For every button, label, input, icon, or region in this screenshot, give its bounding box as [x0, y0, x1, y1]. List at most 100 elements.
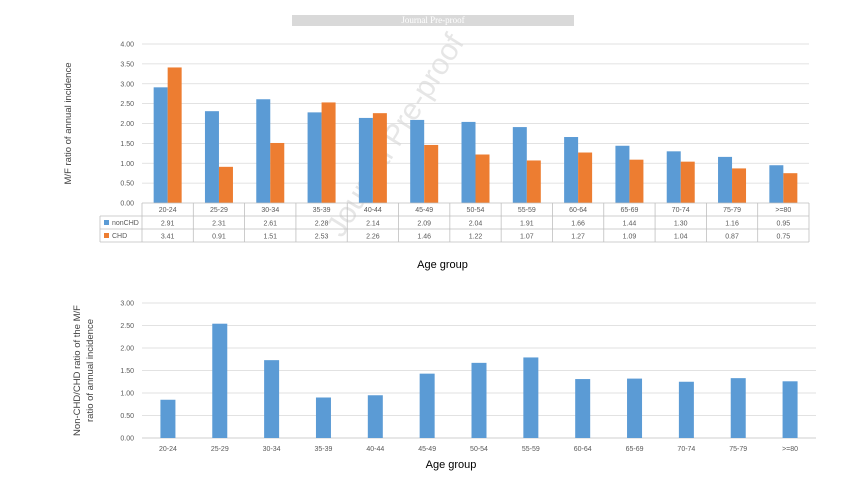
chart2-xlabel: Age group: [426, 459, 477, 471]
chart1-ylabel: M/F ratio of annual incidence: [63, 63, 74, 185]
chart1-category-label: 40-44: [364, 207, 382, 214]
legend-label-CHD: CHD: [112, 233, 127, 240]
chart2-category-label: >=80: [782, 446, 798, 453]
chart1-bar-CHD: [680, 161, 695, 203]
chart2-bar: [782, 381, 798, 438]
chart1-ytick-label: 2.50: [120, 101, 134, 108]
table-cell-nonCHD: 1.44: [623, 221, 637, 228]
legend-label-nonCHD: nonCHD: [112, 220, 139, 227]
chart1-bar-nonCHD: [769, 165, 784, 203]
chart2-category-label: 55-59: [522, 446, 540, 453]
table-cell-CHD: 1.09: [623, 234, 637, 241]
chart1-ytick-label: 1.50: [120, 141, 134, 148]
chart1-category-label: 70-74: [672, 207, 690, 214]
table-cell-nonCHD: 1.30: [674, 221, 688, 228]
chart2-bar: [730, 378, 746, 438]
chart2-category-label: 50-54: [470, 446, 488, 453]
chart1-bar-CHD: [167, 67, 182, 203]
chart1-ytick-label: 3.50: [120, 61, 134, 68]
chart2-ytick-label: 2.00: [120, 346, 134, 353]
chart1-bar-nonCHD: [307, 112, 322, 203]
chart1-ytick-label: 0.50: [120, 181, 134, 188]
chart1-bar-CHD: [321, 102, 336, 203]
chart1-bar-CHD: [270, 142, 285, 203]
chart2-ytick-label: 0.00: [120, 436, 134, 443]
table-cell-nonCHD: 2.09: [417, 221, 431, 228]
table-cell-CHD: 0.75: [777, 234, 791, 241]
chart1-bar-nonCHD: [204, 111, 219, 203]
chart1-category-label: 65-69: [620, 207, 638, 214]
chart2-bar: [419, 373, 435, 438]
chart2-category-label: 40-44: [366, 446, 384, 453]
journal-banner: Journal Pre-proof: [292, 15, 574, 26]
chart1-category-label: 35-39: [313, 207, 331, 214]
chart1-bar-nonCHD: [564, 137, 579, 203]
table-cell-CHD: 1.51: [263, 234, 277, 241]
table-cell-CHD: 3.41: [161, 234, 175, 241]
legend-swatch-nonCHD: [104, 220, 109, 225]
chart2-bar: [575, 379, 591, 438]
chart2-bar: [523, 357, 539, 438]
table-cell-CHD: 0.91: [212, 234, 226, 241]
table-cell-nonCHD: 1.66: [571, 221, 585, 228]
chart1-ytick-label: 4.00: [120, 42, 134, 49]
chart1-category-label: 50-54: [467, 207, 485, 214]
table-cell-nonCHD: 1.16: [725, 221, 739, 228]
table-cell-nonCHD: 1.91: [520, 221, 534, 228]
chart1-ytick-label: 3.00: [120, 81, 134, 88]
chart2-category-label: 60-64: [574, 446, 592, 453]
chart1-category-label: 20-24: [159, 207, 177, 214]
chart1-bar-CHD: [372, 113, 387, 203]
chart2-category-label: 20-24: [159, 446, 177, 453]
chart1-bar-nonCHD: [256, 99, 271, 203]
chart2-ytick-label: 1.00: [120, 391, 134, 398]
chart2-category-label: 25-29: [211, 446, 229, 453]
chart2-category-label: 65-69: [626, 446, 644, 453]
table-cell-nonCHD: 2.91: [161, 221, 175, 228]
chart2-ytick-label: 3.00: [120, 301, 134, 308]
chart1-category-label: 30-34: [261, 207, 279, 214]
table-cell-nonCHD: 2.04: [469, 221, 483, 228]
chart1-ytick-label: 2.00: [120, 121, 134, 128]
table-cell-nonCHD: 2.14: [366, 221, 380, 228]
chart1-category-label: 60-64: [569, 207, 587, 214]
table-cell-CHD: 0.87: [725, 234, 739, 241]
chart1-bar-CHD: [578, 152, 593, 203]
chart2-bar: [315, 397, 331, 438]
chart1-bar-CHD: [732, 168, 747, 203]
chart1-category-label: >=80: [775, 207, 791, 214]
table-cell-nonCHD: 0.95: [777, 221, 791, 228]
table-cell-nonCHD: 2.31: [212, 221, 226, 228]
chart1-category-label: 45-49: [415, 207, 433, 214]
chart1-bar-nonCHD: [718, 156, 733, 203]
chart1-ytick-label: 1.00: [120, 161, 134, 168]
chart2-category-label: 75-79: [729, 446, 747, 453]
table-cell-CHD: 1.46: [417, 234, 431, 241]
chart2-category-label: 70-74: [677, 446, 695, 453]
table-cell-CHD: 1.07: [520, 234, 534, 241]
legend-swatch-CHD: [104, 233, 109, 238]
table-cell-CHD: 1.04: [674, 234, 688, 241]
chart2-ytick-label: 1.50: [120, 368, 134, 375]
chart1-bar-nonCHD: [358, 117, 373, 203]
chart1-category-label: 75-79: [723, 207, 741, 214]
chart2-ylabel-line2: ratio of annual incidence: [85, 319, 96, 422]
chart2-bar: [160, 399, 176, 438]
chart1-bar-nonCHD: [615, 145, 630, 203]
chart1-bar-nonCHD: [666, 151, 681, 203]
chart1-xlabel: Age group: [417, 259, 468, 271]
chart1-bar-CHD: [629, 159, 644, 203]
chart2-bar: [471, 362, 487, 438]
chart1-category-label: 55-59: [518, 207, 536, 214]
table-cell-CHD: 1.22: [469, 234, 483, 241]
chart1-bar-CHD: [783, 173, 798, 203]
chart2-bar: [678, 381, 694, 438]
chart2-bar: [264, 360, 280, 438]
chart2-ylabel-line1: Non-CHD/CHD ratio of the M/F: [72, 305, 83, 436]
chart2-ytick-label: 0.50: [120, 413, 134, 420]
chart1-bar-CHD: [526, 160, 541, 203]
chart1-bar-CHD: [424, 144, 439, 203]
chart1-bar-nonCHD: [410, 119, 425, 203]
